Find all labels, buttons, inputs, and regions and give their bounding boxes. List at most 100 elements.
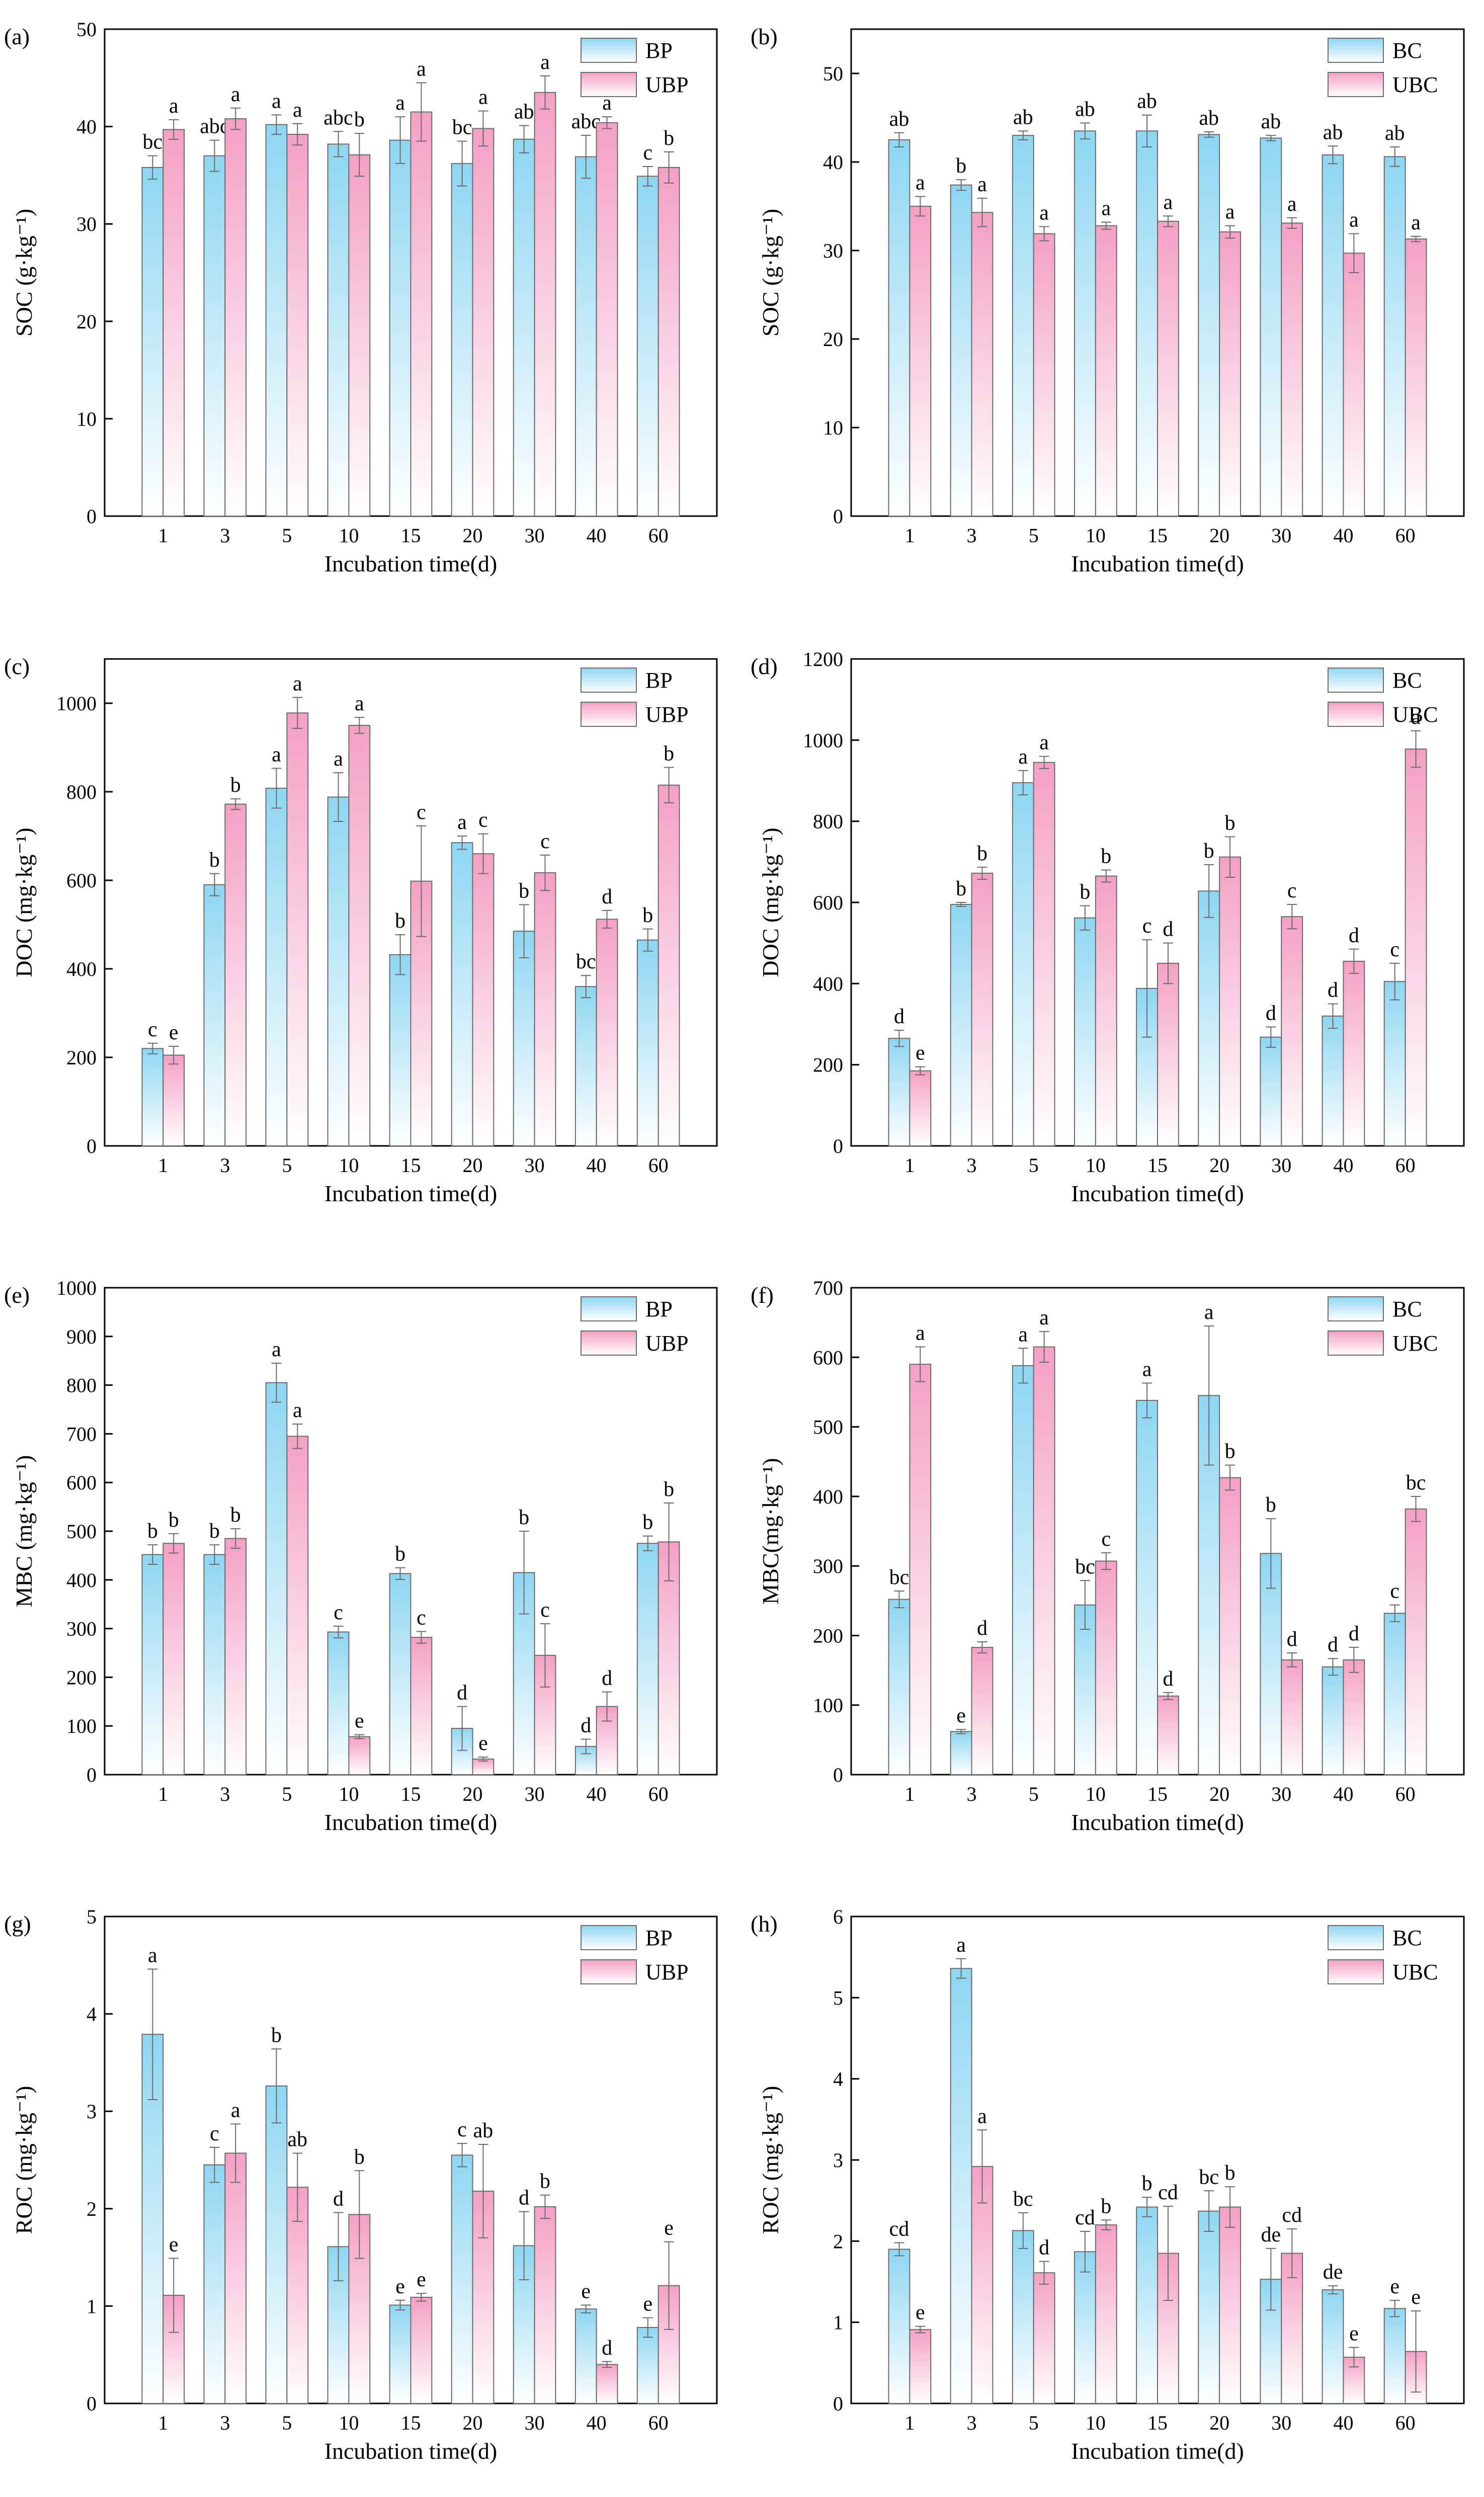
significance-letter: c	[457, 2118, 467, 2141]
significance-letter: a	[1039, 201, 1049, 224]
legend-label: UBC	[1392, 72, 1438, 97]
bar-bp-40	[574, 2308, 597, 2404]
legend-label: BC	[1392, 38, 1422, 63]
x-tick-label: 5	[1029, 2411, 1039, 2434]
bar-bp-60	[636, 2326, 659, 2404]
x-tick-label: 15	[401, 524, 421, 547]
x-tick-label: 3	[967, 1154, 977, 1177]
bar-ubc-5	[1033, 2272, 1055, 2404]
panel-label: (c)	[4, 653, 30, 679]
x-tick-label: 10	[1086, 1154, 1106, 1177]
bar-ubp-10	[348, 154, 371, 517]
x-tick-label: 40	[587, 2411, 607, 2434]
significance-letter: a	[395, 92, 405, 115]
significance-letter: b	[977, 842, 987, 865]
y-tick-label: 600	[813, 891, 843, 914]
chart-panel-c: (c) 0 200 400 600 800 1000 DOC (mg·kg⁻¹) Incubat…	[4, 653, 718, 1206]
y-tick-label: 1000	[56, 1277, 97, 1299]
significance-letter: b	[956, 877, 966, 900]
legend-swatch-ubp	[581, 1959, 637, 1984]
x-tick-label: 15	[1147, 1154, 1168, 1177]
bar-ubc-40	[1343, 960, 1365, 1146]
significance-letter: d	[602, 885, 612, 908]
bar-ubc-10	[1095, 2224, 1117, 2404]
chart-panel-b: (b) 0 10 20 30 40 50 SOC (g·kg⁻¹) Incubation tim…	[751, 24, 1465, 576]
legend-swatch-bp	[581, 1925, 637, 1950]
y-axis-title: MBC (mg·kg⁻¹)	[11, 1455, 37, 1608]
bar-ubp-15	[410, 1637, 433, 1775]
x-tick-label: 3	[220, 1783, 230, 1805]
significance-letter: bc	[889, 1566, 910, 1589]
bar-bp-1	[141, 167, 164, 517]
significance-letter: b	[1225, 1440, 1235, 1463]
y-tick-label: 600	[66, 869, 97, 892]
significance-letter: a	[956, 1934, 966, 1957]
bar-bc-15	[1136, 130, 1159, 517]
significance-letter: d	[457, 1681, 467, 1704]
y-tick-label: 400	[66, 958, 97, 980]
bar-ubc-1	[909, 2329, 932, 2404]
bar-ubc-5	[1033, 233, 1055, 517]
x-axis-title: Incubation time(d)	[1071, 1809, 1244, 1835]
y-tick-label: 1	[87, 2295, 97, 2317]
x-tick-label: 5	[282, 2411, 292, 2434]
significance-letter: d	[977, 1617, 987, 1640]
x-tick-label: 30	[525, 1783, 545, 1805]
significance-letter: ab	[287, 2128, 307, 2151]
significance-letter: b	[271, 2024, 282, 2047]
significance-letter: c	[148, 1018, 157, 1041]
y-axis-title: SOC (g·kg⁻¹)	[11, 209, 37, 337]
bar-ubp-1	[162, 1054, 185, 1147]
legend-swatch-bc	[1328, 1296, 1384, 1321]
significance-letter: ab	[1137, 90, 1157, 113]
significance-letter: cd	[1282, 2204, 1302, 2227]
chart-panel-a: (a) 0 10 20 30 40 50 SOC (g·kg⁻¹) Incubation tim…	[4, 18, 718, 576]
significance-letter: b	[395, 1543, 405, 1566]
x-tick-label: 1	[158, 2411, 168, 2434]
y-axis-title: ROC (mg·kg⁻¹)	[758, 2086, 783, 2234]
y-tick-label: 1000	[803, 729, 843, 752]
y-tick-label: 4	[87, 2003, 97, 2026]
bar-bp-3	[203, 884, 226, 1147]
x-axis-title: Incubation time(d)	[324, 1181, 498, 1206]
legend-label: UBP	[645, 702, 689, 727]
x-tick-label: 40	[587, 524, 607, 547]
bar-ubp-20	[472, 128, 494, 517]
panel-label: (h)	[751, 1911, 778, 1937]
significance-letter: c	[1101, 1528, 1111, 1551]
bar-bc-5	[1012, 2230, 1034, 2404]
bar-bc-60	[1383, 981, 1406, 1147]
legend-label: BC	[1392, 1297, 1422, 1321]
significance-letter: a	[916, 1322, 925, 1345]
significance-letter: e	[916, 2301, 925, 2324]
x-tick-label: 20	[1209, 2411, 1229, 2434]
significance-letter: a	[1204, 1301, 1214, 1324]
x-tick-label: 20	[463, 1154, 483, 1177]
bar-bc-10	[1074, 130, 1096, 517]
y-axis-title: ROC (mg·kg⁻¹)	[11, 2086, 37, 2234]
x-tick-label: 20	[1209, 1154, 1229, 1177]
bar-bp-15	[389, 139, 411, 517]
significance-letter: c	[1390, 1580, 1399, 1603]
legend-swatch-bp	[581, 668, 637, 693]
bar-bc-30	[1260, 137, 1282, 517]
x-tick-label: 40	[1333, 1154, 1353, 1177]
y-tick-label: 900	[66, 1325, 97, 1348]
bar-ubp-15	[410, 111, 433, 517]
y-tick-label: 0	[87, 1764, 97, 1786]
significance-letter: d	[894, 1005, 904, 1028]
significance-letter: a	[334, 747, 343, 771]
legend-label: BP	[645, 38, 673, 63]
y-tick-label: 5	[87, 1905, 97, 1928]
legend-label: UBC	[1392, 1960, 1438, 1984]
legend-swatch-ubp	[581, 1330, 637, 1356]
significance-letter: bc	[452, 116, 472, 139]
y-tick-label: 6	[833, 1905, 843, 1928]
y-tick-label: 1200	[803, 648, 843, 671]
significance-letter: d	[602, 1667, 612, 1690]
x-tick-label: 10	[1086, 524, 1106, 547]
significance-letter: abc	[200, 115, 229, 138]
significance-letter: de	[1323, 2261, 1343, 2284]
y-tick-label: 40	[76, 116, 97, 138]
